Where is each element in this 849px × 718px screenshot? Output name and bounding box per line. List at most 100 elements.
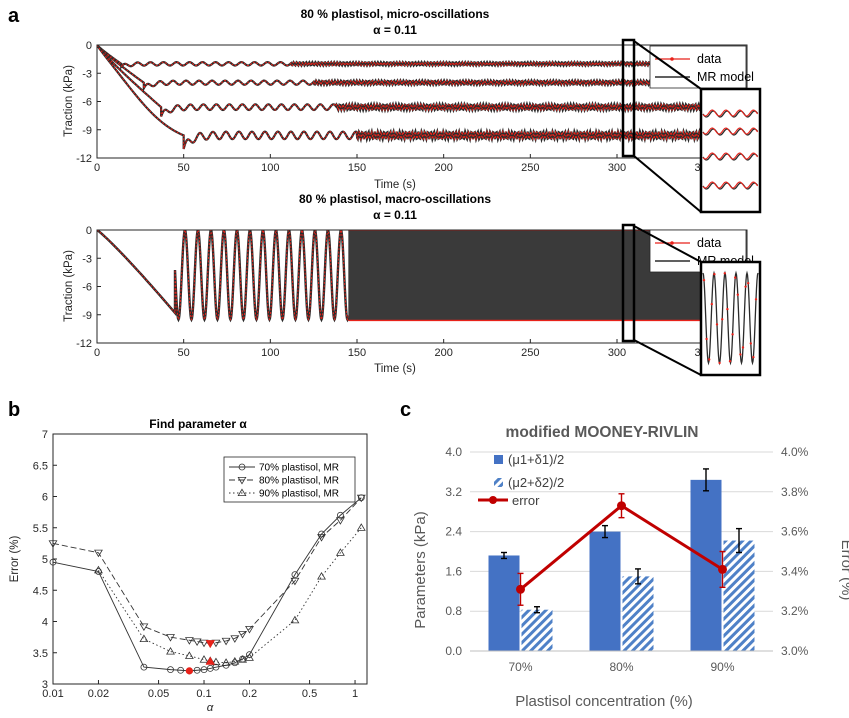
inset-data-point — [726, 307, 729, 311]
inset-data-point — [723, 272, 726, 275]
y-tick-label: 0 — [86, 40, 92, 52]
y-tick-label: 5 — [42, 554, 48, 566]
legend-model-label: MR model — [697, 70, 754, 84]
error-point — [718, 564, 727, 574]
marker-tri-up — [184, 651, 194, 659]
legend-label: 70% plastisol, MR — [259, 463, 339, 474]
marker-tri-down — [192, 638, 202, 647]
zoom-connector — [633, 225, 702, 263]
x-tick-label: 150 — [348, 162, 366, 174]
marker-tri-up — [211, 657, 221, 666]
y-tick-label: -12 — [76, 338, 92, 350]
plot-b-ylabel: Error (%) — [9, 536, 21, 583]
inset-data-point — [741, 346, 745, 349]
x-tick-label: 80% — [609, 660, 633, 674]
marker-tri-up — [166, 646, 175, 655]
marker-tri-down — [335, 517, 345, 525]
inset-data-wave — [702, 181, 759, 189]
bar-mu2 — [622, 576, 654, 651]
marker-tri-down — [290, 577, 300, 586]
marker-tri-down — [199, 639, 209, 648]
plot-a-top-xlabel: Time (s) — [374, 179, 416, 191]
x-tick-label: 70% — [508, 660, 532, 674]
zoom-connector — [633, 155, 702, 213]
marker-tri-down — [238, 630, 248, 639]
y-tick-label: -9 — [82, 125, 92, 137]
y-tick-label: 4.5 — [33, 585, 48, 597]
zoom-inset-top — [699, 87, 762, 214]
marker-tri-up — [94, 565, 103, 574]
bar-mu2 — [521, 609, 553, 651]
y-tick-label: 0 — [86, 225, 92, 237]
model-series — [97, 230, 350, 323]
optimum-marker — [205, 640, 215, 649]
legend-data-label: data — [697, 236, 721, 250]
marker-circle — [200, 666, 208, 674]
x-tick-label: 250 — [521, 347, 539, 359]
x-tick-label: 100 — [261, 162, 279, 174]
bar-mu1 — [488, 555, 520, 651]
marker-tri-down — [237, 476, 247, 485]
plot-c: modified MOONEY-RIVLIN 0.0 0.8 1.6 2.4 3.2 4.… — [412, 424, 849, 710]
data-series-4 — [97, 45, 747, 150]
inset-data-point — [734, 276, 737, 279]
plot-a-bottom-title: 80 % plastisol, macro-oscillations — [299, 192, 491, 206]
marker-tri-down — [356, 494, 366, 503]
marker-tri-up — [335, 548, 345, 556]
marker-tri-down — [94, 549, 103, 558]
legend-data-label: data — [697, 52, 721, 66]
error-point — [617, 501, 626, 511]
y-tick-label: -3 — [82, 68, 92, 80]
y-tick-label: -6 — [82, 282, 92, 294]
data-series-1 — [97, 45, 673, 69]
plot-b: Find parameter α 0.01 0.02 0.05 0.1 0.2 0.5 1 3… — [9, 417, 368, 714]
legend-swatch-solid — [494, 455, 503, 464]
plot-a-bottom: 80 % plastisol, macro-oscillations α = 0… — [63, 192, 762, 377]
data-series-3 — [97, 45, 718, 117]
plot-a-bottom-ylabel: Traction (kPa) — [63, 250, 75, 322]
inset-data-point — [739, 353, 742, 356]
y-tick-label: 5.5 — [33, 523, 48, 535]
marker-tri-down — [211, 639, 221, 648]
legend-label: 90% plastisol, MR — [259, 489, 339, 500]
inset-data-wave — [702, 109, 759, 117]
zoom-box-top — [621, 38, 636, 158]
y-tick-label: -3 — [82, 253, 92, 265]
zoom-connector — [633, 40, 702, 90]
x-tick-label: 200 — [434, 347, 452, 359]
y2-tick-label: 3.0% — [781, 644, 809, 658]
marker-circle — [337, 511, 344, 519]
x-tick-label: 0 — [94, 347, 100, 359]
inset-data-point — [747, 281, 750, 285]
marker-tri-down — [245, 625, 254, 634]
y-tick-label: 0.0 — [445, 644, 462, 658]
x-tick-label: 50 — [178, 162, 190, 174]
x-tick-label: 300 — [608, 347, 626, 359]
plot-c-legend: (μ1+δ1)/2 (μ2+δ2)/2 error — [478, 452, 564, 508]
plot-b-legend: 70% plastisol, MR 80% plastisol, MR 90% pl… — [223, 456, 356, 503]
x-tick-label: 1 — [352, 688, 358, 700]
plot-a-top-legend: data MR model — [649, 45, 754, 89]
inset-data-point — [718, 361, 721, 365]
y-tick-label: 7 — [42, 429, 48, 441]
marker-tri-up — [290, 615, 300, 624]
zoom-box-bottom — [621, 223, 636, 343]
y-tick-label: 4 — [42, 617, 48, 629]
plot-a-top-subtitle: α = 0.11 — [373, 23, 417, 37]
marker-circle — [291, 571, 299, 579]
marker-tri-up — [245, 653, 254, 661]
plot-a-top-ylabel: Traction (kPa) — [63, 65, 75, 137]
marker-circle — [238, 463, 246, 471]
x-tick-label: 0.05 — [148, 688, 169, 700]
error-point — [516, 584, 525, 594]
inset-data-point — [705, 337, 708, 341]
y-tick-label: -6 — [82, 97, 92, 109]
plot-c-xlabel: Plastisol concentration (%) — [515, 693, 693, 710]
y-tick-label: 1.6 — [445, 564, 462, 578]
series-line-3 — [98, 527, 362, 664]
x-tick-label: 0.01 — [42, 688, 63, 700]
x-tick-label: 100 — [261, 347, 279, 359]
inset-data-point — [728, 359, 732, 363]
optimum-marker — [205, 656, 215, 665]
marker-tri-down — [139, 623, 149, 632]
